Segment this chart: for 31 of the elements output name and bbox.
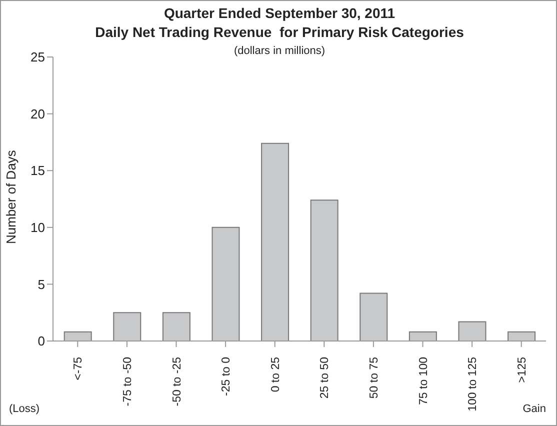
chart-subtitle: (dollars in millions)	[234, 45, 326, 57]
bar	[162, 312, 190, 341]
x-tick-label: <-75	[72, 357, 85, 380]
y-tick-label: 25	[30, 50, 45, 65]
bar	[64, 331, 92, 341]
bar	[310, 200, 338, 341]
text: (Loss)	[9, 403, 40, 415]
y-tick-label: 0	[38, 334, 45, 349]
y-tick-label: 20	[30, 106, 45, 122]
bar	[360, 292, 388, 341]
x-tick-label: 75 to 100	[418, 357, 430, 405]
text: Gain	[522, 403, 546, 415]
x-tick-label: 50 to 75	[368, 357, 380, 399]
x-tick-label: -25 to 0	[220, 357, 233, 396]
bar	[458, 321, 486, 341]
y-axis-title: Number of Days	[4, 150, 19, 244]
bar	[113, 312, 142, 341]
chart-title: Quarter Ended September 30, 2011 Daily Net Trading Revenue for Primary Risk Categories	[94, 4, 465, 42]
x-tick-label: -75 to -50	[122, 357, 134, 406]
bar	[408, 331, 437, 341]
bar	[212, 226, 240, 341]
x-tick-label: >125	[516, 357, 528, 383]
x-tick-label: 25 to 50	[319, 357, 332, 399]
bar	[508, 331, 536, 341]
y-tick-label: 15	[30, 163, 45, 178]
x-tick-label: 0 to 25	[270, 357, 282, 392]
y-tick-label: 5	[38, 276, 45, 292]
x-tick-label: -50 to -25	[171, 357, 184, 406]
x-tick-label: 100 to 125	[467, 357, 480, 412]
bar	[261, 142, 290, 341]
y-tick-label: 10	[30, 220, 45, 236]
